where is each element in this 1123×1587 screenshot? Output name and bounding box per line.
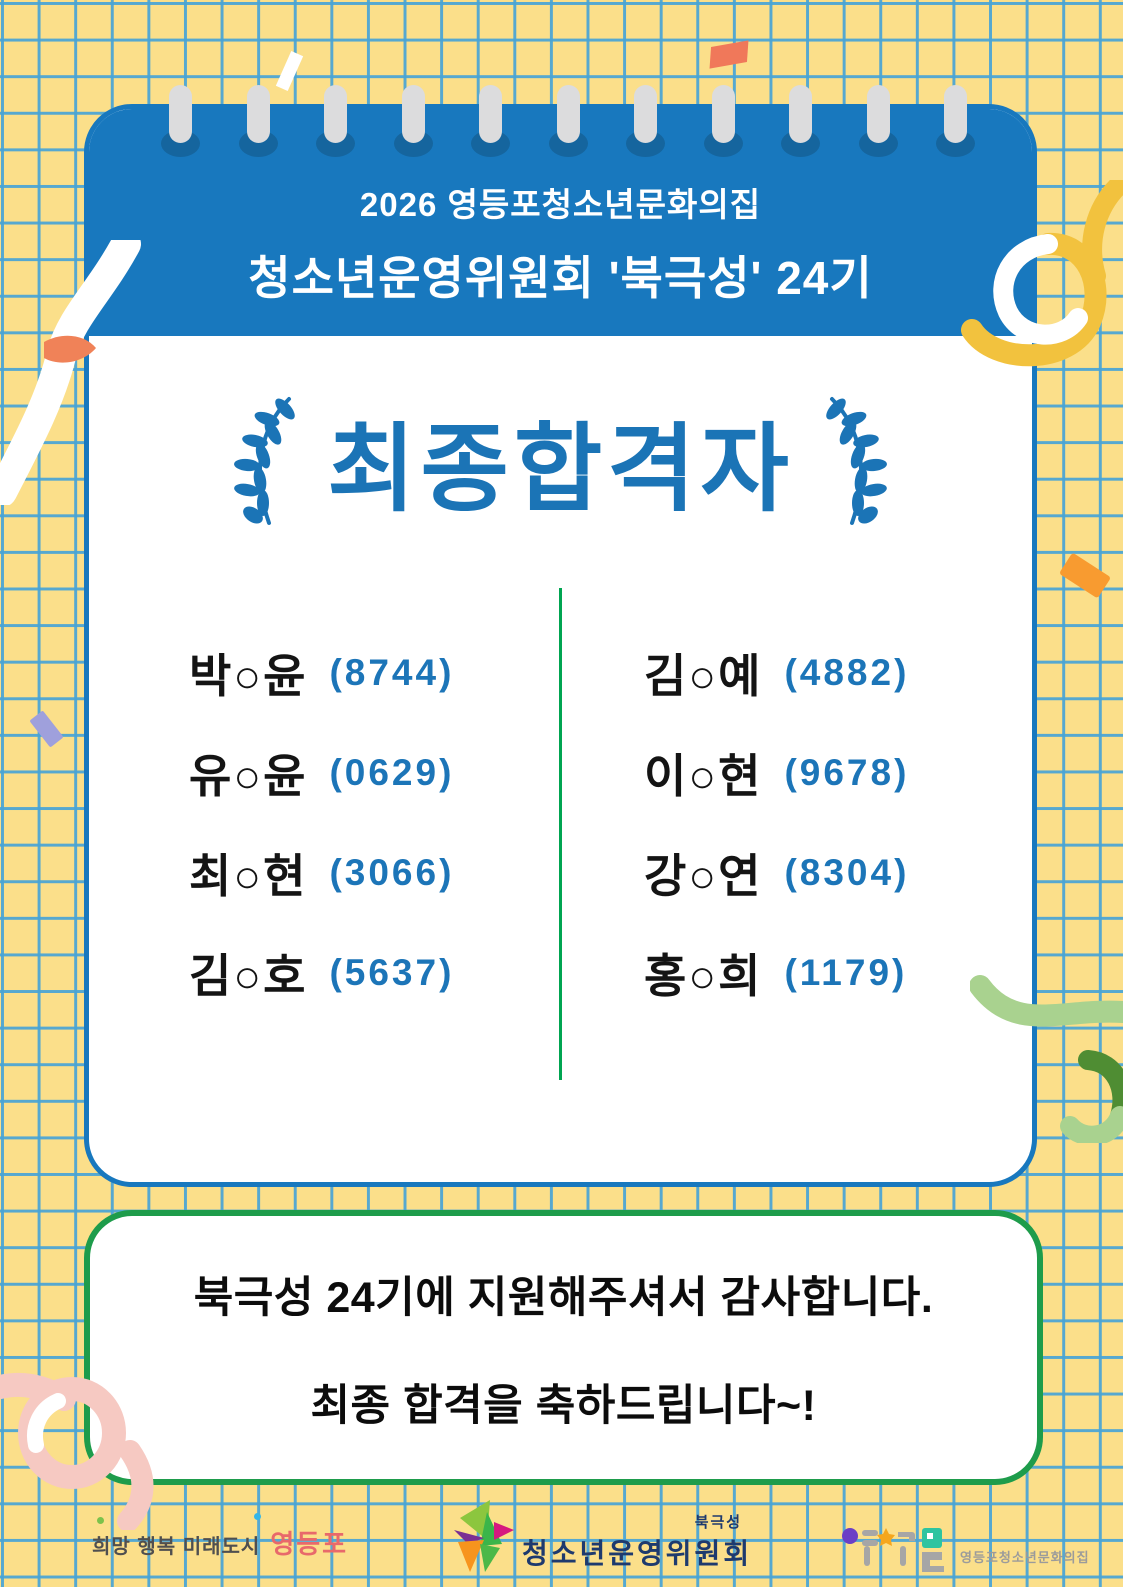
- committee-label: 청소년운영위원회: [522, 1538, 753, 1569]
- footer-committee-logo: 북극성 청소년운영위원회: [450, 1498, 752, 1576]
- result-row: 홍○희 (1179): [644, 923, 909, 1023]
- applicant-code: (0629): [329, 752, 455, 793]
- applicant-code: (8304): [784, 852, 910, 893]
- applicant-name: 이○현: [644, 750, 763, 802]
- congrats-box: 북극성 24기에 지원해주셔서 감사합니다. 최종 합격을 축하드립니다~!: [84, 1210, 1043, 1485]
- results-column-left: 박○윤 (8744) 유○윤 (0629) 최○현 (3066) 김○호 (56…: [189, 623, 454, 1023]
- page-title: 최종합격자: [327, 416, 794, 523]
- congrats-line-2: 최종 합격을 축하드립니다~!: [310, 1381, 817, 1430]
- header-title: 청소년운영위원회 '북극성' 24기: [248, 252, 873, 304]
- committee-sub-label: 북극성: [694, 1514, 743, 1531]
- applicant-name: 최○현: [189, 850, 308, 902]
- footer-org-logo: 영등포청소년문화의집: [840, 1524, 1090, 1572]
- congrats-line-1: 북극성 24기에 지원해주셔서 감사합니다.: [193, 1273, 934, 1322]
- column-divider: [559, 588, 562, 1080]
- result-row: 유○윤 (0629): [189, 723, 454, 823]
- applicant-code: (3066): [329, 852, 455, 893]
- applicant-code: (9678): [784, 752, 910, 793]
- spiral-ring: [239, 85, 278, 157]
- confetti-green-ribbon-icon: [970, 975, 1123, 1143]
- applicant-code: (8744): [329, 652, 455, 693]
- confetti-orange-strip-icon: [1058, 552, 1112, 599]
- spiral-ring: [471, 85, 510, 157]
- applicant-name: 유○윤: [189, 750, 308, 802]
- result-row: 김○호 (5637): [189, 923, 454, 1023]
- applicant-name: 홍○희: [644, 950, 763, 1002]
- applicant-code: (5637): [329, 952, 455, 993]
- spiral-ring: [626, 85, 665, 157]
- spiral-ring: [704, 85, 743, 157]
- youth-culture-house-logo-icon: [842, 1528, 944, 1572]
- spiral-ring: [316, 85, 355, 157]
- notepad-card: 2026 영등포청소년문화의집 청소년운영위원회 '북극성' 24기 최종합격자: [84, 104, 1037, 1187]
- applicant-code: (1179): [784, 952, 908, 993]
- applicant-name: 김○예: [644, 650, 763, 702]
- result-row: 이○현 (9678): [644, 723, 909, 823]
- applicant-name: 박○윤: [189, 650, 308, 702]
- spiral-ring: [859, 85, 898, 157]
- confetti-purple-strip-icon: [29, 710, 64, 748]
- footer-city-logo: 희망 행복 미래도시 영등포: [92, 1513, 349, 1561]
- city-name: 영등포: [270, 1529, 349, 1559]
- title-row: 최종합격자: [89, 391, 1032, 530]
- result-row: 김○예 (4882): [644, 623, 909, 723]
- confetti-coral-strip-icon: [709, 40, 749, 69]
- applicant-code: (4882): [784, 652, 910, 693]
- spiral-ring: [936, 85, 975, 157]
- org-name: 영등포청소년문화의집: [960, 1550, 1090, 1565]
- applicant-name: 김○호: [189, 950, 308, 1002]
- logo-dot-cyan: [254, 1513, 261, 1520]
- confetti-white-strip-icon: [275, 50, 304, 92]
- spiral-ring: [549, 85, 588, 157]
- results-column-right: 김○예 (4882) 이○현 (9678) 강○연 (8304) 홍○희 (11…: [644, 623, 909, 1023]
- confetti-white-ribbon-icon: [0, 240, 141, 505]
- confetti-pink-ribbon-icon: [0, 1372, 154, 1530]
- spiral-ring: [394, 85, 433, 157]
- spiral-ring: [781, 85, 820, 157]
- applicant-name: 강○연: [644, 850, 763, 902]
- north-star-icon: [454, 1500, 514, 1572]
- result-row: 박○윤 (8744): [189, 623, 454, 723]
- logo-dot-green: [97, 1517, 104, 1524]
- city-slogan: 희망 행복 미래도시: [92, 1536, 261, 1558]
- laurel-right-icon: [826, 396, 887, 525]
- result-row: 최○현 (3066): [189, 823, 454, 923]
- result-row: 강○연 (8304): [644, 823, 909, 923]
- laurel-left-icon: [234, 396, 295, 525]
- header-subtitle: 2026 영등포청소년문화의집: [359, 186, 762, 223]
- confetti-gold-curl-icon: [961, 180, 1123, 367]
- spiral-ring: [161, 85, 200, 157]
